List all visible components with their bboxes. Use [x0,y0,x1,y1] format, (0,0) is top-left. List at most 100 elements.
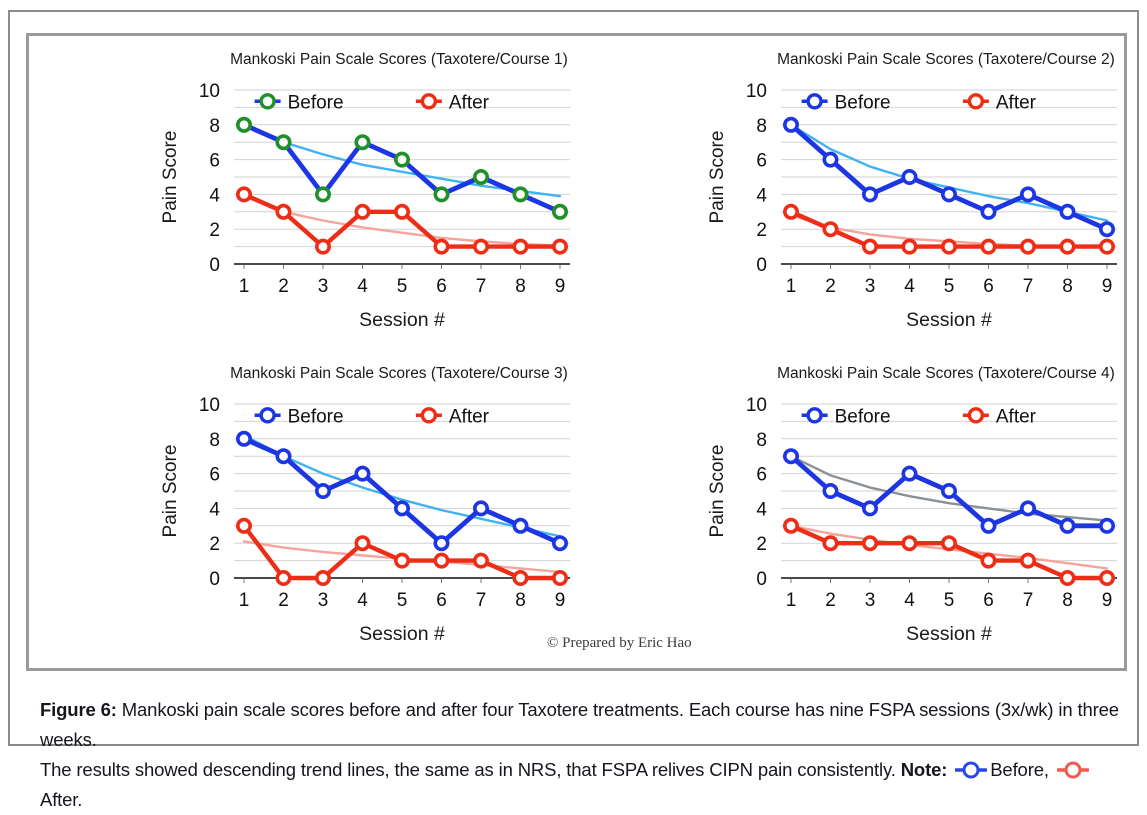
after-data-marker [236,186,253,203]
y-tick-label: 8 [209,116,220,137]
before-data-marker [1098,517,1115,534]
before-data-marker [472,500,489,517]
x-tick-label: 6 [983,276,994,297]
before-data-marker [940,483,957,500]
after-data-marker [1059,570,1076,587]
after-data-marker [236,517,253,534]
note-after-label: After. [40,788,83,810]
note-icon-ring [1064,761,1082,778]
before-data-marker [393,500,410,517]
y-tick-label: 4 [756,499,767,520]
after-data-marker [275,203,292,220]
after-data-marker [472,552,489,569]
before-data-marker [1059,203,1076,220]
legend-after-label: After [449,406,490,427]
after-data-marker [822,535,839,552]
y-tick-label: 2 [209,220,220,241]
y-tick-label: 10 [199,395,220,416]
before-data-marker [314,186,331,203]
y-tick-label: 0 [756,569,767,590]
before-data-marker [354,465,371,482]
y-tick-label: 8 [209,430,220,451]
after-data-marker [314,570,331,587]
note-before-label: Before, [990,758,1049,780]
x-tick-label: 1 [239,276,250,297]
x-tick-label: 8 [1062,276,1073,297]
x-tick-label: 2 [278,590,289,611]
after-data-marker [393,203,410,220]
before-data-marker [512,186,529,203]
after-data-marker [1019,238,1036,255]
y-tick-label: 4 [209,499,220,520]
chart-course-1: Before After 0 2 4 6 8 10 1 2 3 4 5 6 7 8 9 Mankoski Pain… [29,44,576,336]
before-data-marker [393,151,410,168]
x-tick-label: 5 [944,276,955,297]
y-tick-label: 6 [209,151,220,172]
x-tick-label: 1 [786,590,797,611]
after-data-marker [940,238,957,255]
after-data-marker [551,570,568,587]
before-trend-line [789,454,1109,522]
after-data-marker [861,535,878,552]
x-tick-label: 6 [983,590,994,611]
after-data-marker [901,535,918,552]
y-tick-label: 0 [209,255,220,276]
y-tick-label: 4 [209,185,220,206]
after-data-marker [433,238,450,255]
x-tick-label: 4 [904,590,915,611]
after-data-marker [472,238,489,255]
before-data-marker [940,186,957,203]
legend-after-label: After [449,92,490,113]
x-tick-label: 6 [436,590,447,611]
x-tick-label: 7 [1023,590,1034,611]
y-tick-label: 8 [756,430,767,451]
y-tick-label: 10 [746,395,767,416]
y-tick-label: 2 [756,220,767,241]
before-data-marker [783,116,800,133]
after-data-marker [512,570,529,587]
caption-line-2: The results showed descending trend line… [40,758,896,780]
before-data-marker [783,448,800,465]
after-data-marker [1098,238,1115,255]
before-data-marker [980,203,997,220]
chart-course-4: Before After 0 2 4 6 8 10 1 2 3 4 5 6 7 8 9 Mankoski Pain… [576,358,1123,650]
y-axis-label: Pain Score [160,131,181,224]
x-tick-label: 2 [825,276,836,297]
copyright-credit: © Prepared by Eric Hao [547,635,692,651]
x-tick-label: 8 [515,276,526,297]
x-tick-label: 4 [904,276,915,297]
x-tick-label: 2 [278,276,289,297]
charts-grid: Before After 0 2 4 6 8 10 1 2 3 4 5 6 7 8 9 Mankoski Pain… [29,36,1124,650]
before-data-marker [354,134,371,151]
chart-title: Mankoski Pain Scale Scores (Taxotere/Cou… [230,365,568,382]
x-axis-label: Session # [359,623,445,645]
after-data-marker [901,238,918,255]
after-data-marker [822,221,839,238]
x-tick-label: 3 [318,276,329,297]
x-tick-label: 4 [357,276,368,297]
after-series-line [241,192,563,249]
y-tick-label: 2 [756,534,767,555]
x-tick-label: 4 [357,590,368,611]
before-data-marker [861,500,878,517]
before-data-marker [551,203,568,220]
legend-before-marker [806,93,823,110]
legend-before-marker [259,407,276,424]
before-data-marker [433,535,450,552]
figure-frame: Before After 0 2 4 6 8 10 1 2 3 4 5 6 7 8 9 Mankoski Pain… [8,10,1139,810]
legend-before-label: Before [288,406,344,427]
legend-before-label: Before [835,406,891,427]
before-data-marker [901,465,918,482]
after-data-marker [980,238,997,255]
y-tick-label: 0 [209,569,220,590]
before-data-marker [980,517,997,534]
before-data-marker [236,430,253,447]
note-label: Note: [900,758,948,780]
after-data-marker [1059,238,1076,255]
after-data-marker [512,238,529,255]
chart-course-3: Before After 0 2 4 6 8 10 1 2 3 4 5 6 7 8 9 Mankoski Pain… [29,358,576,650]
x-tick-label: 7 [476,590,487,611]
legend-before-marker [806,407,823,424]
